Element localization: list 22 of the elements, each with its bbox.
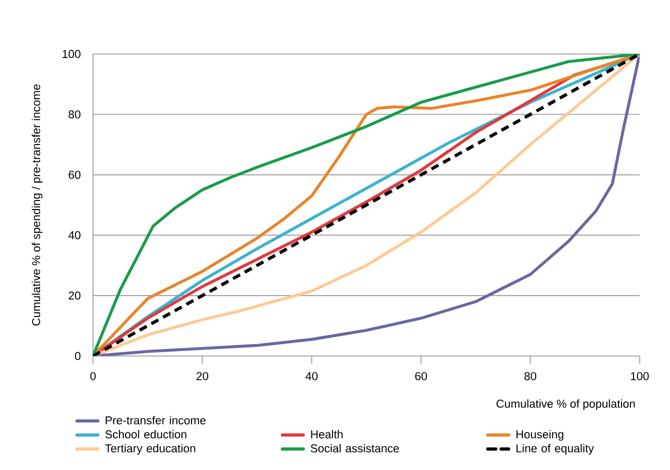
legend-label: Social assistance [310, 444, 399, 452]
legend-label: Pre-transfer income [106, 416, 206, 424]
x-tick-label: 40 [306, 372, 318, 380]
x-tick-label: 20 [196, 372, 208, 380]
legend-label: Houseing [516, 430, 564, 441]
y-tick-label: 100 [62, 50, 80, 58]
x-tick-label: 80 [524, 372, 536, 380]
legend-label: Tertiary education [105, 444, 196, 455]
y-axis-title: Cumulative % of spending / pre-transfer income [32, 84, 42, 326]
line-series [93, 54, 640, 356]
x-tick-label: 0 [90, 372, 96, 380]
y-tick-label: 40 [68, 231, 80, 240]
legend-label: Health [311, 430, 343, 438]
x-tick-label: 100 [630, 372, 649, 380]
x-tick-label: 60 [415, 372, 427, 380]
y-tick-label: 80 [68, 110, 80, 118]
legend-label: School eduction [105, 430, 186, 438]
x-axis-title: Cumulative % of population [496, 399, 635, 410]
y-tick-label: 0 [74, 352, 80, 360]
legend-label: Line of equality [516, 444, 594, 455]
y-tick-label: 20 [68, 292, 80, 300]
y-tick-label: 60 [68, 170, 80, 179]
